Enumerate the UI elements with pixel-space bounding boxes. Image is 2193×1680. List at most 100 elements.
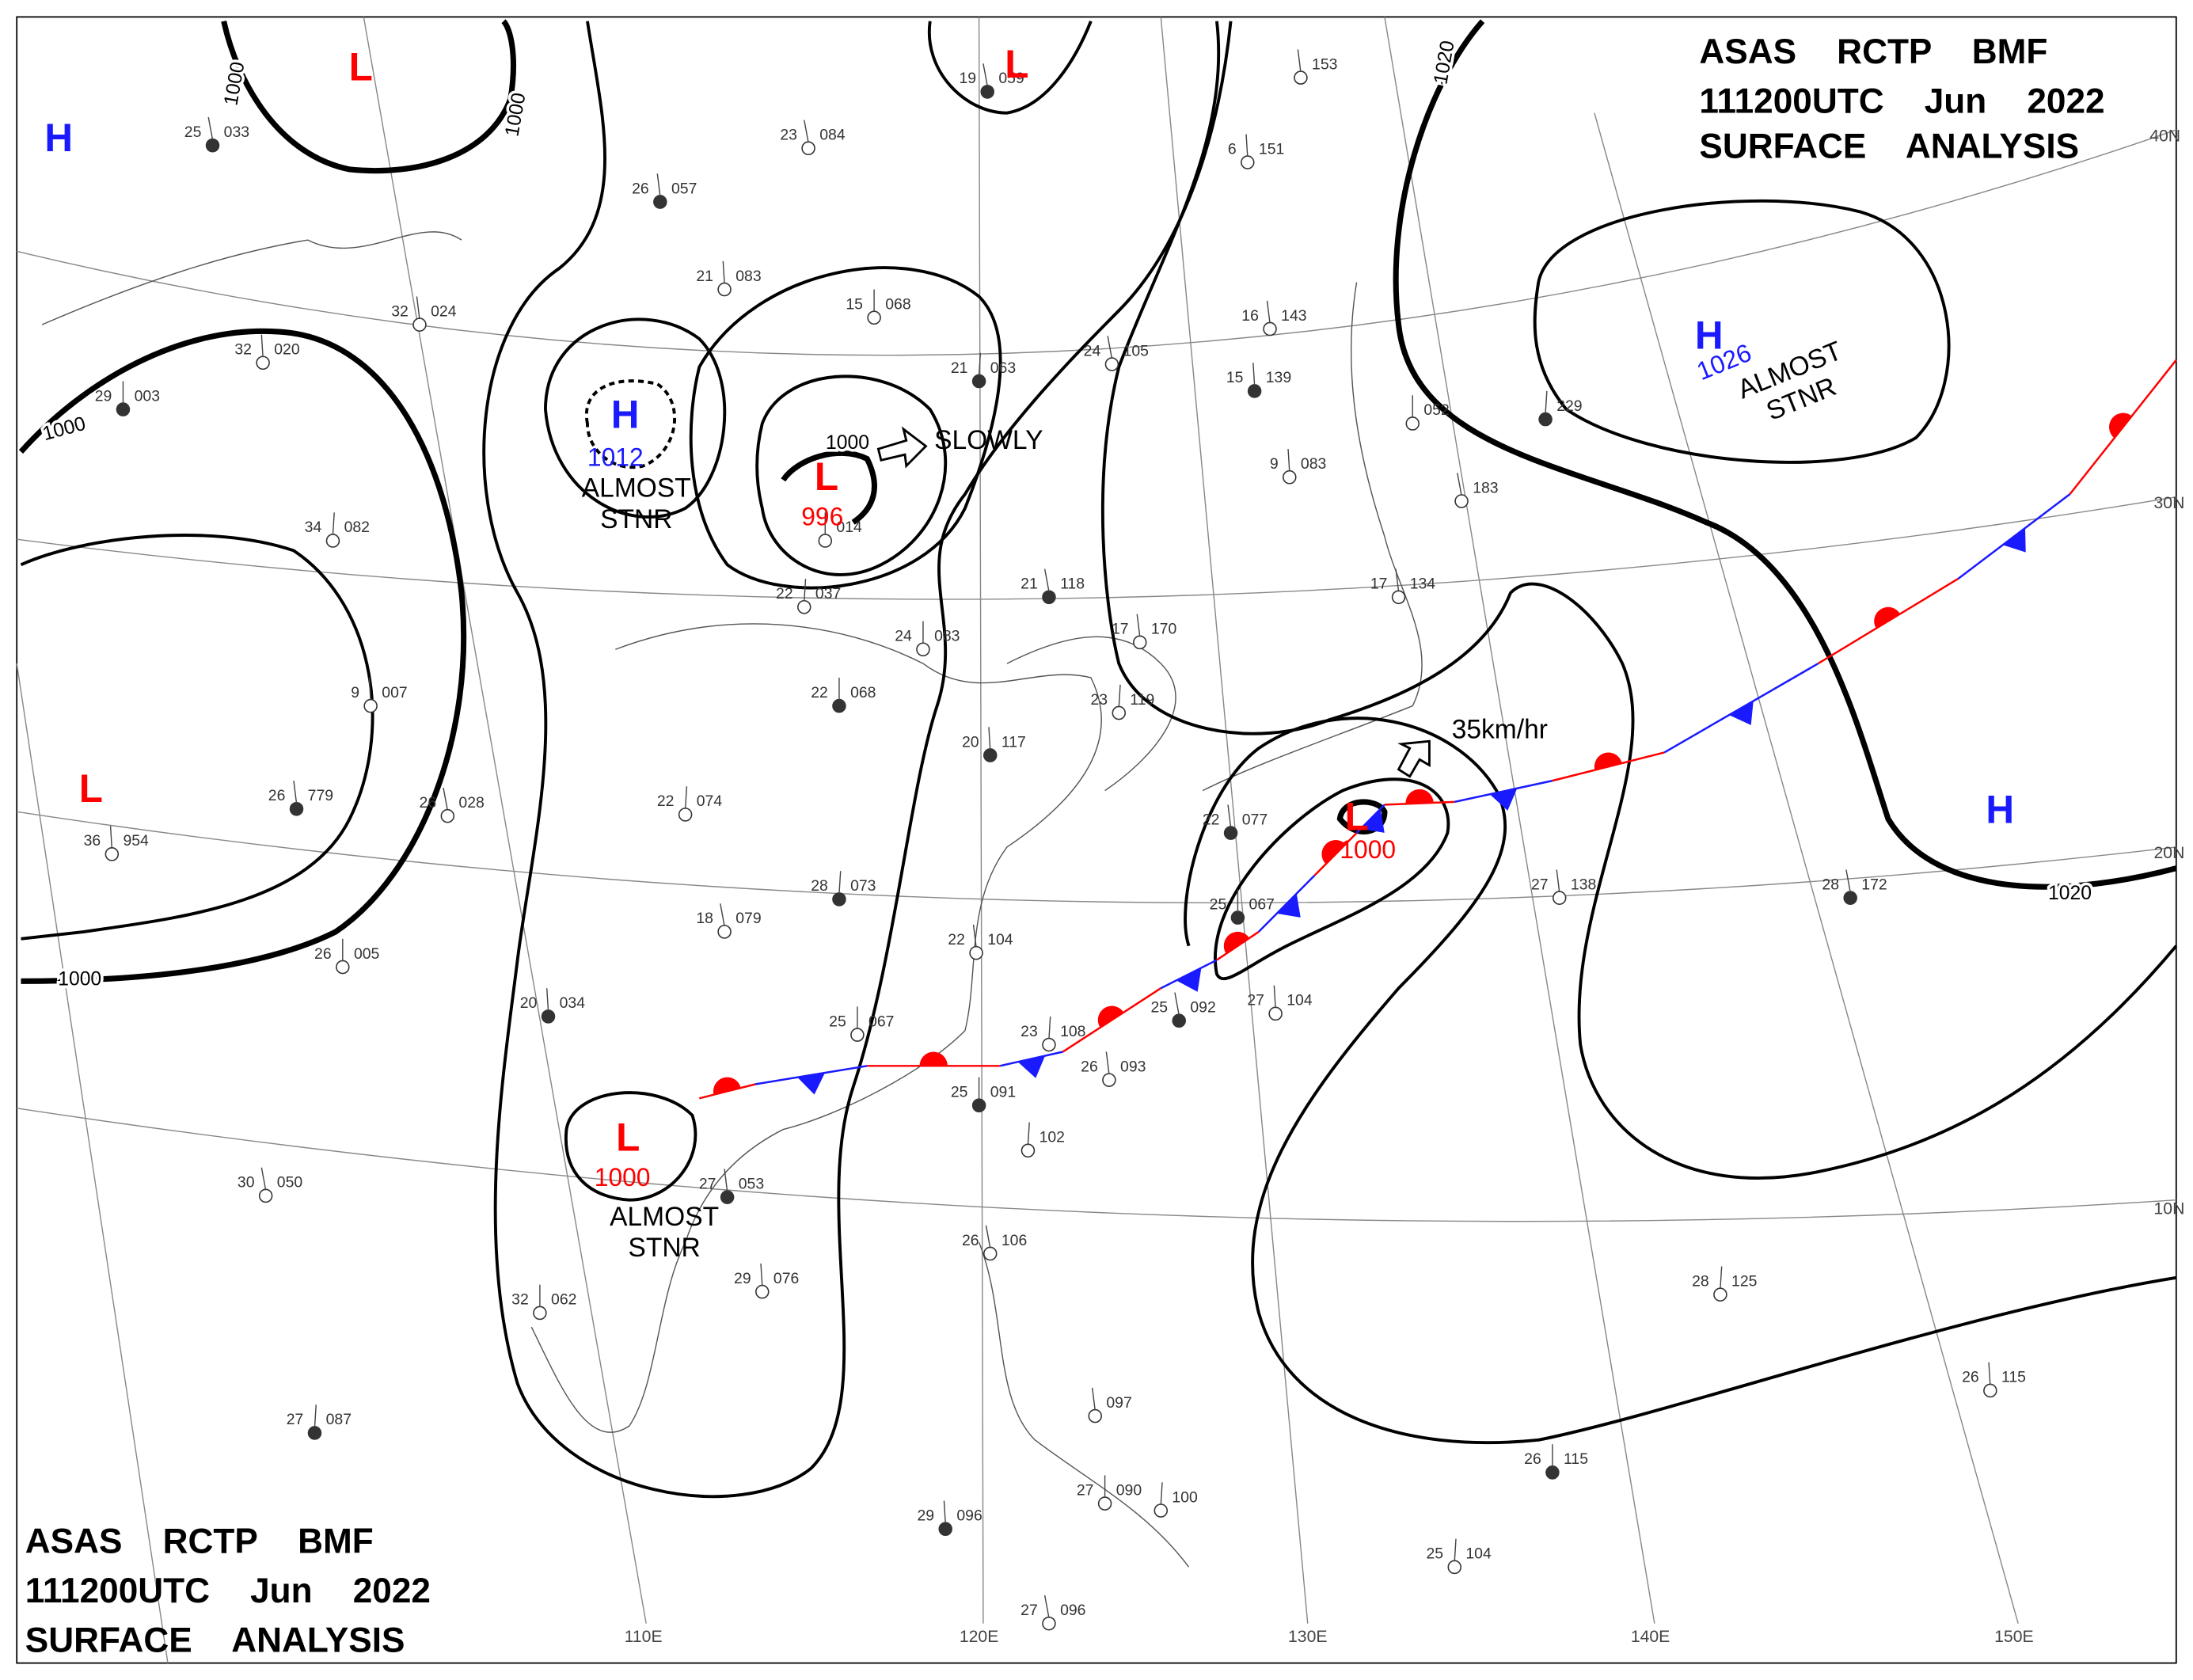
isobar [1533,199,1951,464]
coast [978,1241,1190,1568]
station-pressure: 153 [1312,55,1337,73]
station-circle [533,1306,547,1321]
station-temperature: 28 [1692,1272,1709,1290]
station-pressure: 067 [1249,895,1275,913]
station-circle [982,1246,998,1261]
wind-barb [109,826,113,849]
wind-barb [760,1263,763,1287]
station-temperature: 17 [1112,621,1129,638]
lon-line [1160,17,1309,1624]
coast [1006,636,1176,792]
station-circle [1230,910,1245,925]
station-temperature: 26 [1081,1058,1098,1075]
station-circle [1294,70,1308,85]
movement-note: ALMOST [582,473,691,504]
wind-barb [838,871,842,894]
cold-front-symbol [1176,967,1202,992]
central-pressure: 1000 [1340,835,1396,864]
header-line: SURFACE ANALYSIS [25,1621,405,1659]
station-pressure: 083 [735,268,761,285]
station-temperature: 26 [1524,1450,1541,1468]
warm-front-symbol [2109,412,2132,439]
station-circle [440,808,455,823]
station-circle [938,1522,952,1537]
isobar [1214,777,1450,980]
station-temperature: 28 [1822,876,1839,893]
station-circle [1104,357,1119,371]
station-pressure: 033 [224,124,249,141]
longitude-label: 150E [1994,1627,2033,1646]
station-circle [1223,826,1238,840]
station-temperature: 21 [1020,576,1038,593]
station-circle [867,310,881,325]
wind-barb [1174,992,1180,1016]
station-pressure: 104 [1465,1545,1492,1563]
station-pressure: 096 [956,1507,982,1524]
station-circle [916,642,930,657]
station-pressure: 037 [815,585,841,602]
station-circle [1172,1013,1186,1028]
wind-barb [1160,1482,1163,1505]
station-temperature: 23 [780,126,797,143]
station-temperature: 27 [1247,992,1264,1009]
isobar [689,266,1002,590]
longitude-label: 140E [1631,1627,1670,1646]
station-circle [832,698,846,713]
wind-barb [656,173,661,196]
station-circle [336,960,350,975]
isobar [927,21,1093,115]
station-temperature: 32 [511,1291,529,1309]
isobar-dashed [584,379,676,469]
wind-barb [1457,473,1462,496]
wind-barb [332,512,335,535]
station-temperature: 22 [657,792,675,810]
wind-barb [260,334,264,358]
warm-front-symbol [1223,931,1250,954]
latitude-label: 20N [2154,843,2185,862]
station-pressure: 005 [354,945,380,963]
cold-front-symbol [1489,788,1518,811]
header-line: ASAS RCTP BMF [25,1522,374,1560]
latitude-label: 10N [2154,1199,2185,1218]
motion-arrows [876,426,1431,778]
movement-note: STNR [600,504,672,534]
station-pressure: 077 [1242,811,1268,828]
station-temperature: 34 [305,519,322,536]
warm-front-symbol [1321,840,1346,865]
wind-barb [1043,568,1050,592]
isobar [1184,716,2177,1445]
station-circle [1391,590,1406,605]
warm-front-symbol [713,1077,741,1095]
station-circle [653,195,667,209]
isobar-label: 1000 [826,432,869,454]
graticule [16,17,2177,1663]
wind-barb [1048,1016,1051,1040]
station-temperature: 22 [1203,811,1220,828]
station-pressure: 172 [1861,876,1887,893]
wind-barb [1287,449,1290,472]
station-temperature: 19 [959,70,976,87]
wind-barb [1043,1594,1050,1618]
pressure-center-symbol: L [1005,42,1028,86]
station-circle [797,599,811,614]
station-pressure: 003 [135,387,160,405]
station-pressure: 170 [1151,621,1177,638]
station-circle [832,892,846,907]
station-circle [720,1190,735,1204]
pressure-center-symbol: H [1695,313,1724,357]
wind-barb [720,903,725,926]
station-circle [755,1284,770,1299]
motion-arrow [1397,739,1431,778]
station-pressure: 092 [1190,998,1215,1016]
movement-speed: SLOWLY [934,425,1043,455]
cold-front-symbol [797,1073,826,1095]
station-pressure: 102 [1039,1129,1065,1146]
cold-front-symbol [1017,1055,1046,1078]
station-pressure: 073 [850,877,876,895]
wind-barb [1266,300,1271,324]
station-circle [1102,1073,1116,1087]
lat-line [17,496,2176,600]
station-circle [971,374,986,389]
station-temperature: 24 [895,627,912,644]
isobar [1336,799,1388,834]
